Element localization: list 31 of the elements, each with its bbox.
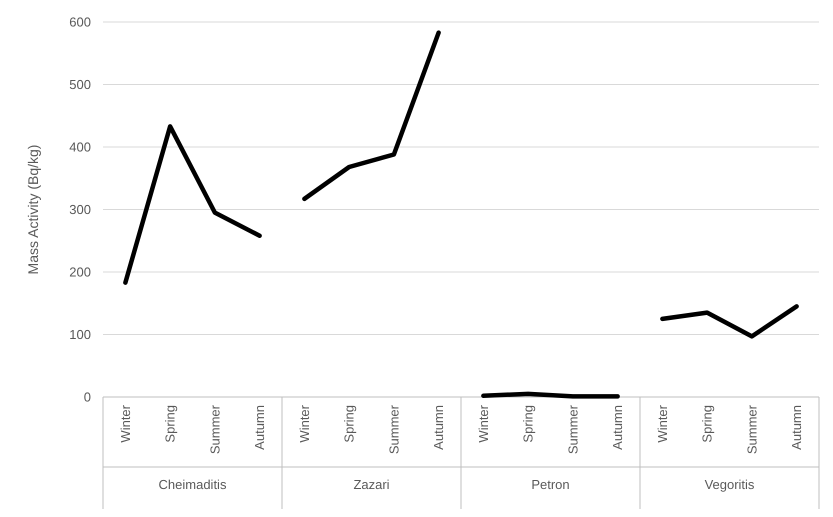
line-series <box>302 30 441 202</box>
x-tick-label: Summer <box>565 404 580 454</box>
y-tick-label: 200 <box>69 264 91 280</box>
text: Zazari <box>353 477 390 492</box>
x-tick-label: Summer <box>744 404 760 454</box>
x-tick-label: Winter <box>296 404 312 443</box>
y-axis-title: Mass Activity (Bq/kg) <box>25 144 41 274</box>
x-tick-label: Spring <box>342 405 357 443</box>
x-tick-label: Summer <box>386 404 402 454</box>
y-tick-label: 400 <box>69 140 91 155</box>
text: Petron <box>531 477 570 492</box>
text: Cheimaditis <box>158 477 227 492</box>
y-tick-label: 100 <box>69 327 91 342</box>
x-tick-label: Autumn <box>252 405 268 450</box>
x-tick-label: Summer <box>207 404 222 454</box>
text: Vegoritis <box>704 477 755 492</box>
line-series <box>123 124 262 285</box>
x-tick-label: Winter <box>654 404 670 443</box>
x-tick-label: Autumn <box>610 405 626 450</box>
y-tick-label: 500 <box>69 77 91 92</box>
x-tick-label: Spring <box>700 405 715 443</box>
x-tick-label: Spring <box>162 405 178 443</box>
line-series <box>660 304 799 339</box>
x-tick-label: Spring <box>520 405 536 443</box>
x-tick-label: Winter <box>118 404 133 443</box>
y-tick-label: 300 <box>69 202 91 218</box>
x-tick-label: Autumn <box>431 405 446 450</box>
y-tick-label: 600 <box>69 14 91 30</box>
x-tick-label: Winter <box>476 404 491 443</box>
y-tick-label: 0 <box>84 390 91 405</box>
x-tick-label: Autumn <box>789 405 804 450</box>
